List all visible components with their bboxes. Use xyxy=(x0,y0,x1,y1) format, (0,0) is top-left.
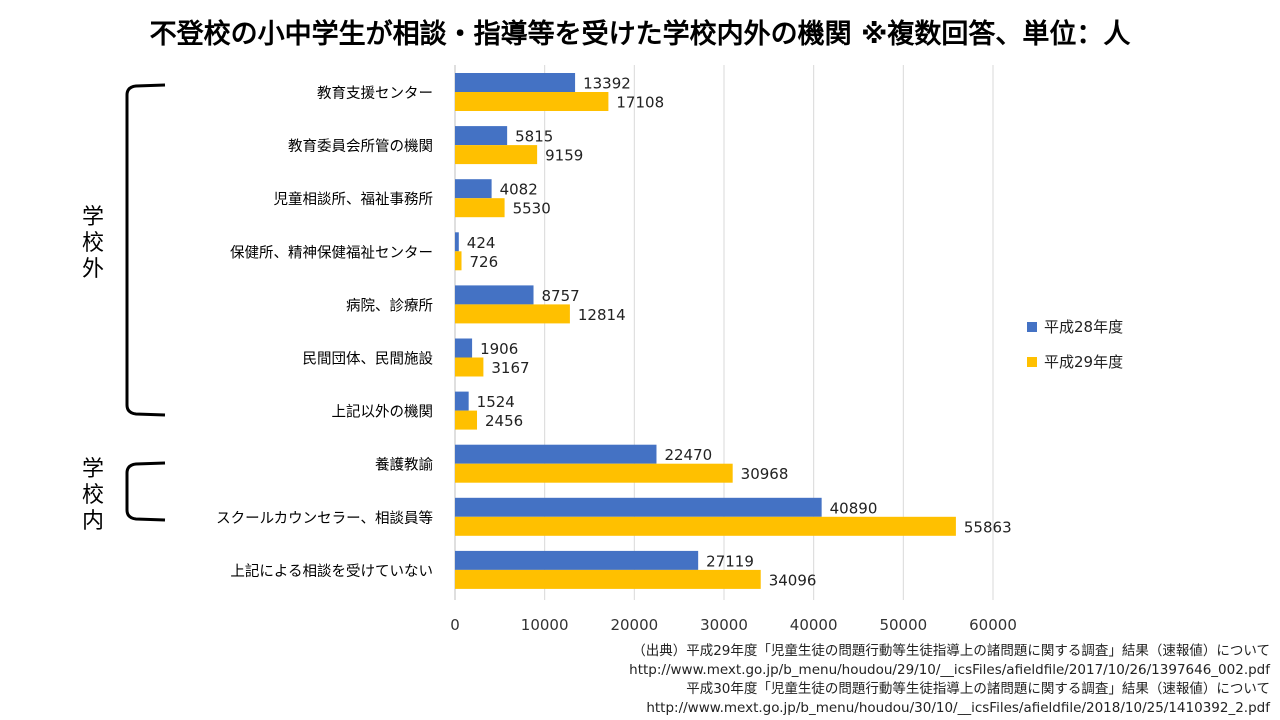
bar-h29 xyxy=(455,198,505,218)
bar-h28 xyxy=(455,179,492,199)
value-label: 40890 xyxy=(830,499,878,517)
legend-swatch xyxy=(1027,357,1037,367)
category-label: 民間団体、民間施設 xyxy=(303,351,434,368)
group-bracket xyxy=(125,83,166,417)
value-label: 9159 xyxy=(545,147,583,165)
x-tick-labels: 0 10000 20000 30000 40000 50000 60000 xyxy=(450,616,1017,634)
x-tick-label: 60000 xyxy=(969,616,1017,634)
x-tick-label: 0 xyxy=(450,616,460,634)
value-label: 30968 xyxy=(741,465,789,483)
bar-h28 xyxy=(455,126,508,146)
bar-h28 xyxy=(455,391,469,411)
source-citation: （出典）平成29年度「児童生徒の問題行動等生徒指導上の諸問題に関する調査」結果（… xyxy=(629,642,1270,718)
bar-h28 xyxy=(455,73,576,92)
value-label: 27119 xyxy=(706,552,754,570)
legend-label: 平成29年度 xyxy=(1044,353,1123,371)
x-tick-label: 10000 xyxy=(521,616,569,634)
group-bracket xyxy=(125,461,166,522)
category-label: 保健所、精神保健福祉センター xyxy=(230,244,433,261)
value-label: 8757 xyxy=(542,287,580,305)
value-label: 1524 xyxy=(477,393,515,411)
category-label: 病院、診療所 xyxy=(346,297,433,314)
bar-h29 xyxy=(455,410,478,430)
category-label: 教育支援センター xyxy=(317,85,433,102)
value-label: 3167 xyxy=(491,359,529,377)
bar-h29 xyxy=(455,357,484,377)
source-url: http://www.mext.go.jp/b_menu/houdou/30/1… xyxy=(646,700,1270,716)
bar-h28 xyxy=(455,338,473,358)
group-label: 学 xyxy=(82,205,104,230)
x-tick-label: 40000 xyxy=(790,616,838,634)
group-label: 校 xyxy=(82,483,104,508)
value-label: 5530 xyxy=(513,200,551,218)
bar-h28 xyxy=(455,285,534,305)
chart-title: 不登校の小中学生が相談・指導等を受けた学校内外の機関 ※複数回答、単位：人 xyxy=(149,19,1131,50)
bar-h28 xyxy=(455,497,822,517)
x-tick-label: 50000 xyxy=(879,616,927,634)
category-label: 上記による相談を受けていない xyxy=(230,563,433,580)
category-labels: 教育支援センター教育委員会所管の機関児童相談所、福祉事務所保健所、精神保健福祉セ… xyxy=(216,85,433,580)
category-label: スクールカウンセラー、相談員等 xyxy=(216,509,433,527)
bar-h29 xyxy=(455,251,462,271)
value-label: 12814 xyxy=(578,306,626,324)
bar-h28 xyxy=(455,232,459,252)
group-label: 校 xyxy=(82,231,104,256)
x-tick-label: 20000 xyxy=(610,616,658,634)
value-label: 2456 xyxy=(485,412,523,430)
bar-h29 xyxy=(455,516,956,536)
value-label: 34096 xyxy=(769,571,817,589)
source-url: http://www.mext.go.jp/b_menu/houdou/29/1… xyxy=(629,662,1270,678)
source-line: （出典）平成29年度「児童生徒の問題行動等生徒指導上の諸問題に関する調査」結果（… xyxy=(632,643,1270,659)
bar-h29 xyxy=(455,92,609,111)
category-label: 児童相談所、福祉事務所 xyxy=(274,190,434,208)
bars xyxy=(455,73,956,589)
value-label: 424 xyxy=(467,234,496,252)
value-label: 55863 xyxy=(964,518,1012,536)
value-label: 5815 xyxy=(515,128,553,146)
value-label: 22470 xyxy=(664,446,712,464)
group-label: 内 xyxy=(82,509,104,534)
bar-h29 xyxy=(455,145,538,165)
value-label: 4082 xyxy=(500,181,538,199)
value-label: 1906 xyxy=(480,340,518,358)
legend-label: 平成28年度 xyxy=(1044,318,1123,336)
group-label: 学 xyxy=(82,457,104,482)
x-tick-label: 30000 xyxy=(700,616,748,634)
bar-h29 xyxy=(455,463,733,483)
value-label: 726 xyxy=(470,253,499,271)
bar-h28 xyxy=(455,550,699,570)
source-line: 平成30年度「児童生徒の問題行動等生徒指導上の諸問題に関する調査」結果（速報値）… xyxy=(686,681,1270,697)
bar-h29 xyxy=(455,304,570,324)
bar-h29 xyxy=(455,569,761,589)
value-label: 13392 xyxy=(583,75,631,93)
bar-h28 xyxy=(455,444,657,464)
category-label: 教育委員会所管の機関 xyxy=(288,138,433,155)
category-label: 上記以外の機関 xyxy=(332,404,434,421)
category-label: 養護教諭 xyxy=(375,456,433,474)
group-label: 外 xyxy=(82,257,104,282)
value-label: 17108 xyxy=(616,94,664,112)
legend-swatch xyxy=(1027,322,1037,332)
